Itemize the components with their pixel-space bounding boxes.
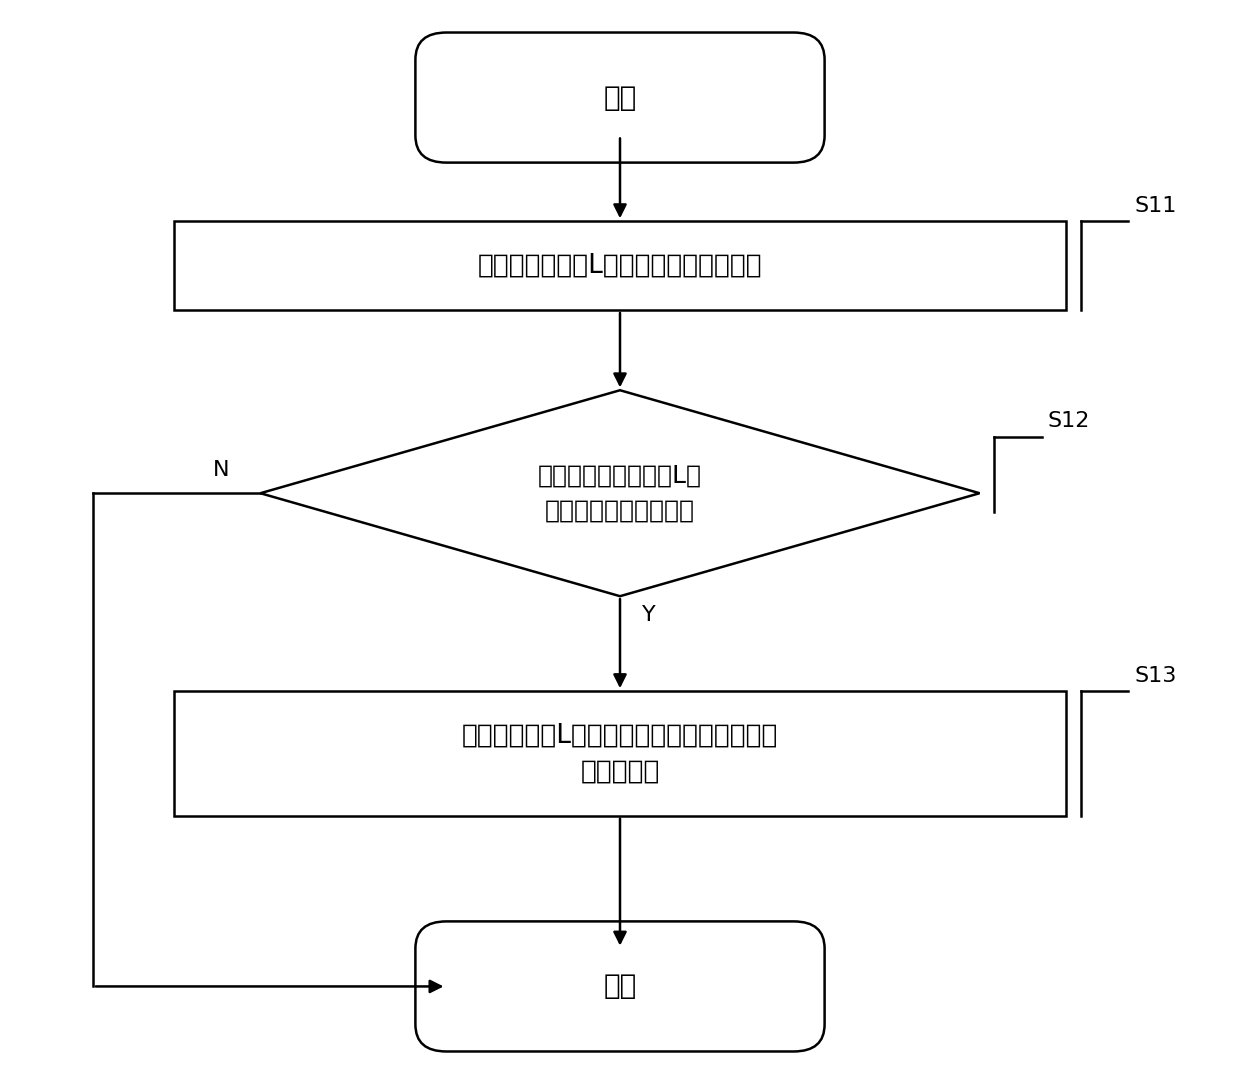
FancyBboxPatch shape (415, 33, 825, 163)
Text: 判断所述墙体的长度L是
否属于第一阈值范围？: 判断所述墙体的长度L是 否属于第一阈值范围？ (538, 464, 702, 522)
Text: 获取墙体的长度L和砌块的横向布局条件: 获取墙体的长度L和砌块的横向布局条件 (477, 253, 763, 279)
Text: S11: S11 (1135, 196, 1177, 216)
Bar (174, 692, 1066, 815)
Text: 开始: 开始 (604, 83, 636, 112)
Polygon shape (260, 390, 980, 596)
Text: S13: S13 (1135, 666, 1177, 686)
Text: 结束: 结束 (604, 972, 636, 1001)
Text: S12: S12 (1048, 411, 1090, 431)
Text: N: N (213, 461, 229, 480)
Text: Y: Y (642, 605, 656, 624)
Bar (174, 221, 1066, 310)
Text: 对所述长度为L的墙体进行对应第一阈值范围
的砌块布局: 对所述长度为L的墙体进行对应第一阈值范围 的砌块布局 (461, 722, 779, 785)
FancyBboxPatch shape (415, 921, 825, 1051)
